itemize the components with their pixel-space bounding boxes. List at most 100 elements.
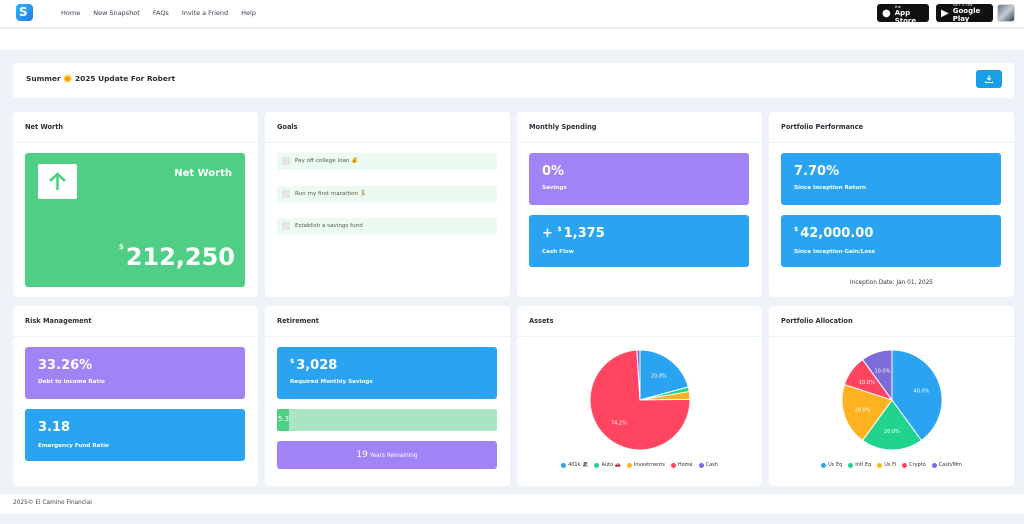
legend-dot	[877, 462, 883, 468]
monthly-savings-tile: $3,028 Required Monthly Savings	[277, 347, 497, 399]
card-title: Retirement	[277, 317, 319, 325]
nav-invite-friend[interactable]: Invite a Friend	[181, 9, 229, 17]
user-avatar[interactable]	[997, 4, 1015, 22]
pie-slice-label: 74.2%	[611, 421, 627, 427]
footer-copyright: 2025© El Camino Financial	[13, 500, 92, 506]
app-store-badge[interactable]: ● Download on the App Store	[877, 0, 929, 26]
retirement-card: Retirement $3,028 Required Monthly Savin…	[265, 306, 510, 486]
currency-symbol: $	[118, 243, 124, 251]
nav-home[interactable]: Home	[61, 9, 81, 17]
nav-links: Home New Snapshot FAQs Invite a Friend H…	[61, 9, 256, 17]
app-logo[interactable]: S	[16, 4, 33, 21]
goals-card: Goals Pay off college loan 💰 Run my firs…	[265, 112, 510, 297]
dti-value: 33.26%	[38, 358, 93, 373]
nav-help[interactable]: Help	[241, 9, 256, 17]
card-divider	[769, 142, 1014, 143]
nav-new-snapshot[interactable]: New Snapshot	[93, 9, 140, 17]
assets-pie-chart[interactable]: 20.8% 74.2%	[517, 336, 762, 486]
assets-card: Assets 20.8% 74.2% 401k 🏖 Auto 🚗 Investment…	[517, 306, 762, 486]
pie-slice[interactable]	[861, 399, 923, 451]
risk-management-card: Risk Management 33.26% Debt to Income Ra…	[13, 306, 258, 486]
google-play-line1: GET IT ON	[952, 2, 973, 7]
pie-slice[interactable]	[589, 349, 691, 451]
legend-item[interactable]: Us Fi	[877, 462, 896, 468]
pie-slice[interactable]	[841, 383, 893, 442]
legend-item[interactable]: Home	[670, 462, 693, 468]
monthly-spending-card: Monthly Spending 0% Savings + $1,375 Cas…	[517, 112, 762, 297]
legend-label: Cash	[705, 462, 718, 468]
arrow-up-icon	[38, 164, 77, 199]
debt-income-tile: 33.26% Debt to Income Ratio	[25, 347, 245, 399]
pie-slice[interactable]	[639, 349, 689, 401]
goal-checkbox[interactable]	[282, 190, 290, 198]
download-button[interactable]	[976, 70, 1002, 88]
legend-label: Intl Eq	[855, 462, 872, 468]
legend-label: Cash/Mm	[938, 462, 962, 468]
card-title: Risk Management	[25, 317, 92, 325]
years-remaining-tile: 19 Years Remaining	[277, 441, 497, 469]
inception-return-tile: 7.70% Since Inception Return	[781, 153, 1001, 205]
savings-value: 0%	[542, 164, 565, 179]
return-value: 7.70%	[794, 164, 840, 179]
goal-item[interactable]: Run my first marathon 🏃	[277, 186, 497, 203]
goal-text: Pay off college loan 💰	[295, 158, 359, 164]
app-store-line1: Download on the	[894, 0, 920, 9]
inception-gain-tile: $42,000.00 Since Inception Gain/Loss	[781, 215, 1001, 267]
goal-text: Establish a savings fund	[295, 223, 363, 229]
card-divider	[13, 336, 258, 337]
legend-item[interactable]: Cash/Mm	[931, 462, 962, 468]
progress-text: 5.3	[278, 415, 290, 423]
card-title: Assets	[529, 317, 554, 325]
net-worth-tile: Net Worth $212,250	[25, 153, 245, 287]
pie-slice[interactable]	[861, 349, 893, 402]
legend-item[interactable]: Investments	[626, 462, 665, 468]
gain-value-wrap: $42,000.00	[794, 226, 873, 241]
card-title: Portfolio Performance	[781, 123, 864, 131]
legend-label: Investments	[633, 462, 665, 468]
gain-value: 42,000.00	[800, 226, 874, 241]
legend-item[interactable]: 401k 🏖	[561, 462, 588, 468]
pie-slice[interactable]	[636, 349, 641, 401]
emergency-fund-tile: 3.18 Emergency Fund Ratio	[25, 409, 245, 461]
google-play-badge[interactable]: ▶ GET IT ON Google Play	[936, 2, 993, 23]
return-label: Since Inception Return	[794, 185, 867, 191]
savings-label: Savings	[542, 185, 567, 191]
dti-label: Debt to Income Ratio	[38, 379, 105, 385]
pie-slice-label: 20.0%	[884, 429, 900, 435]
pie-slice-label: 20.8%	[651, 373, 667, 379]
card-divider	[265, 142, 510, 143]
gain-label: Since Inception Gain/Loss	[794, 249, 875, 255]
cash-flow-prefix: +	[542, 226, 553, 241]
card-title: Goals	[277, 123, 298, 131]
allocation-pie-chart[interactable]: 40.0% 20.0% 20.0% 10.0% 10.0%	[769, 336, 1014, 486]
legend-item[interactable]: Us Eq	[821, 462, 842, 468]
nav-faqs[interactable]: FAQs	[152, 9, 169, 17]
legend-item[interactable]: Auto 🚗	[594, 462, 621, 468]
currency-symbol: $	[290, 358, 295, 365]
logo-letter: S	[19, 5, 28, 19]
pie-slice-label: 20.0%	[855, 408, 871, 414]
legend-dot	[901, 462, 907, 468]
goal-item[interactable]: Establish a savings fund	[277, 218, 497, 235]
app-store-text: Download on the App Store	[894, 0, 924, 26]
card-divider	[517, 142, 762, 143]
card-title: Net Worth	[25, 123, 64, 131]
goal-checkbox[interactable]	[282, 157, 290, 165]
legend-label: Home	[677, 462, 693, 468]
footer: 2025© El Camino Financial	[0, 494, 1024, 514]
legend-label: Crypto	[908, 462, 926, 468]
legend-dot	[848, 462, 854, 468]
savings-tile: 0% Savings	[529, 153, 749, 205]
report-title-bar: Summer 🌞 2025 Update For Robert	[13, 63, 1014, 98]
legend-item[interactable]: Crypto	[901, 462, 926, 468]
years-label: Years Remaining	[369, 453, 418, 459]
goal-text: Run my first marathon 🏃	[295, 191, 367, 197]
cash-flow-value: 1,375	[563, 226, 605, 241]
pie-slice[interactable]	[891, 349, 943, 442]
portfolio-allocation-card: Portfolio Allocation 40.0% 20.0% 20.0% 10.0…	[769, 306, 1014, 486]
legend-item[interactable]: Intl Eq	[848, 462, 871, 468]
goal-checkbox[interactable]	[282, 222, 290, 230]
efr-label: Emergency Fund Ratio	[38, 443, 109, 449]
legend-item[interactable]: Cash	[698, 462, 718, 468]
goal-item[interactable]: Pay off college loan 💰	[277, 153, 497, 170]
